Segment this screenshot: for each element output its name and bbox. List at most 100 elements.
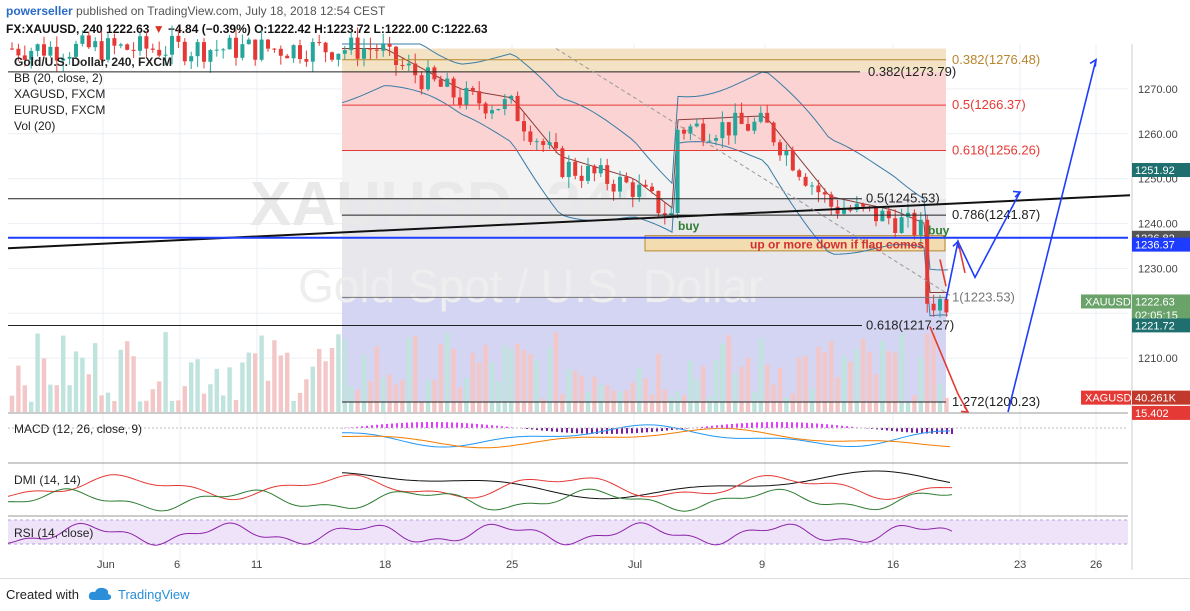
candle-body	[496, 109, 501, 111]
candle-body	[944, 299, 949, 313]
volume-bar	[393, 384, 399, 412]
volume-bar	[93, 343, 98, 412]
volume-bar	[579, 375, 584, 412]
legend-item[interactable]: BB (20, close, 2)	[14, 71, 103, 85]
volume-bar	[137, 401, 143, 412]
candle-body	[349, 37, 354, 51]
change-text: −4.84 (−0.39%)	[168, 22, 251, 36]
candle-body	[643, 184, 648, 187]
volume-bar	[745, 357, 751, 412]
legend-item[interactable]: EURUSD, FXCM	[14, 103, 106, 117]
candle-body	[131, 49, 136, 51]
candle-body	[573, 161, 578, 176]
legend-item[interactable]: XAGUSD, FXCM	[14, 87, 106, 101]
published-text: published on TradingView.com, July 18, 2…	[76, 4, 386, 18]
volume-bar	[861, 338, 866, 412]
date-tick: 18	[379, 559, 391, 571]
volume-bar	[297, 392, 303, 412]
macd-label[interactable]: MACD (12, 26, close, 9)	[14, 422, 143, 436]
candle-body	[822, 192, 827, 195]
volume-bar	[112, 401, 117, 412]
author-link[interactable]: powerseller	[6, 4, 73, 18]
bb-middle-line	[342, 48, 948, 293]
bb-upper-line	[342, 43, 949, 271]
volume-bar	[67, 385, 72, 412]
price-badge	[1132, 390, 1190, 405]
volume-bar	[713, 359, 719, 412]
volume-bar	[355, 389, 360, 412]
candle-body	[630, 182, 635, 197]
price-badge-text: 1221.72	[1135, 320, 1175, 332]
volume-bar	[777, 368, 783, 412]
candle-body	[790, 150, 795, 171]
volume-bar	[144, 400, 149, 412]
rsi-label[interactable]: RSI (14, close)	[14, 526, 94, 540]
volume-bar	[925, 333, 930, 412]
candle-body	[221, 49, 226, 51]
symbol-tag	[1081, 294, 1131, 309]
volume-bar	[368, 381, 373, 412]
trendline	[7, 194, 1131, 250]
legend-item[interactable]: Vol (20)	[14, 119, 56, 133]
candle-body	[771, 122, 776, 143]
volume-bar	[873, 374, 879, 412]
footer: Created with TradingView	[0, 578, 1190, 611]
volume-bar	[605, 385, 610, 412]
price-tick: 1210.00	[1138, 353, 1178, 365]
candle-body	[528, 131, 533, 142]
volume-bar	[451, 348, 456, 412]
candle-body	[330, 52, 334, 60]
candle-body	[336, 53, 341, 60]
candle-body	[176, 35, 181, 42]
candle-body	[893, 218, 898, 233]
volume-bar	[310, 366, 315, 412]
candle-body	[739, 112, 744, 124]
rsi-line	[7, 522, 953, 546]
candle-body	[803, 176, 808, 186]
macd-line	[342, 424, 951, 448]
volume-bar	[150, 389, 155, 412]
volume-bar	[937, 383, 943, 412]
dmi-label[interactable]: DMI (14, 14)	[14, 473, 81, 487]
candle-body	[253, 39, 258, 60]
volume-bar	[61, 335, 66, 412]
volume-bar	[291, 400, 296, 412]
volume-bar	[432, 379, 437, 412]
fib-mid-1-label: 1(1223.53)	[952, 289, 1015, 304]
volume-bar	[809, 388, 815, 412]
candle-body	[650, 186, 654, 191]
date-tick: 23	[1014, 559, 1026, 571]
candle-body	[880, 210, 885, 222]
price-axis[interactable]	[1132, 0, 1190, 578]
candle-body	[214, 49, 219, 51]
publish-line: powerseller published on TradingView.com…	[6, 4, 385, 18]
date-tick: 9	[759, 559, 765, 571]
volume-bar	[726, 335, 731, 412]
candle-body	[490, 110, 494, 114]
projection-small	[939, 259, 947, 287]
volume-bar	[688, 360, 693, 412]
candle-body	[93, 41, 98, 48]
candle-body	[374, 49, 379, 51]
flag-note: up or more down if flag comes	[750, 238, 924, 252]
date-tick: 16	[887, 559, 899, 571]
candle-body	[10, 48, 14, 50]
candle-body	[74, 43, 78, 57]
price-tick: 1230.00	[1138, 263, 1178, 275]
tradingview-link[interactable]: TradingView	[118, 587, 190, 602]
candle-body	[477, 91, 482, 104]
volume-bar	[201, 393, 207, 412]
tradingview-cloud-icon	[88, 587, 112, 600]
volume-bar	[208, 384, 213, 412]
volume-bar	[272, 340, 277, 412]
candle-body	[291, 45, 296, 59]
candle-body	[16, 48, 21, 56]
candle-body	[611, 183, 616, 192]
price-tick: 1260.00	[1138, 129, 1178, 141]
volume-bar	[381, 378, 386, 412]
volume-bar	[694, 379, 699, 412]
volume-bar	[758, 338, 763, 412]
candle-body	[106, 38, 110, 60]
candle-body	[554, 142, 558, 149]
